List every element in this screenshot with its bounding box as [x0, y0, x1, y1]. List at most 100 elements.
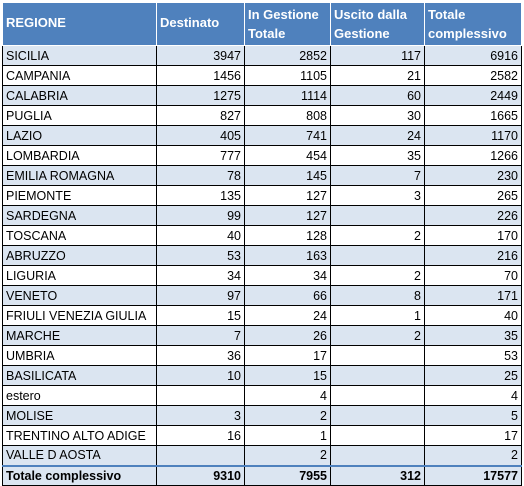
cell-in-gestione: 454: [244, 145, 331, 166]
cell-uscito: [330, 245, 425, 266]
cell-uscito: [330, 445, 425, 466]
table-row: SARDEGNA 99 127 226: [2, 205, 522, 226]
table-row: MARCHE 7 26 2 35: [2, 325, 522, 346]
table-row: PIEMONTE 135 127 3 265: [2, 185, 522, 206]
cell-totale: 25: [424, 365, 522, 386]
cell-totale: 2449: [424, 85, 522, 106]
cell-regione: VENETO: [2, 285, 157, 306]
cell-regione: CALABRIA: [2, 85, 157, 106]
cell-in-gestione: 66: [244, 285, 331, 306]
cell-totale: 4: [424, 385, 522, 406]
cell-in-gestione: 26: [244, 325, 331, 346]
cell-in-gestione: 1: [244, 425, 331, 446]
cell-in-gestione: 741: [244, 125, 331, 146]
cell-in-gestione: 128: [244, 225, 331, 246]
cell-destinato: [156, 445, 245, 466]
cell-uscito: [330, 365, 425, 386]
cell-in-gestione: 808: [244, 105, 331, 126]
cell-uscito: [330, 425, 425, 446]
cell-regione: PUGLIA: [2, 105, 157, 126]
cell-totale: 70: [424, 265, 522, 286]
table-row: LOMBARDIA 777 454 35 1266: [2, 145, 522, 166]
table-row: VENETO 97 66 8 171: [2, 285, 522, 306]
cell-in-gestione: 127: [244, 205, 331, 226]
cell-destinato: 1275: [156, 85, 245, 106]
cell-uscito: 7: [330, 165, 425, 186]
cell-uscito: 117: [330, 45, 425, 66]
cell-totale: 53: [424, 345, 522, 366]
cell-totale: 5: [424, 405, 522, 426]
table-row: MOLISE 3 2 5: [2, 405, 522, 426]
cell-regione: PIEMONTE: [2, 185, 157, 206]
table-row: estero 4 4: [2, 385, 522, 406]
cell-uscito: 3: [330, 185, 425, 206]
cell-destinato: 135: [156, 185, 245, 206]
cell-totale: 35: [424, 325, 522, 346]
cell-destinato: 15: [156, 305, 245, 326]
table-row: TRENTINO ALTO ADIGE 16 1 17: [2, 425, 522, 446]
table-row: EMILIA ROMAGNA 78 145 7 230: [2, 165, 522, 186]
cell-totale: 2: [424, 445, 522, 466]
cell-regione: LIGURIA: [2, 265, 157, 286]
cell-regione: LAZIO: [2, 125, 157, 146]
cell-destinato: 3947: [156, 45, 245, 66]
header-totale-complessivo: Totale complessivo: [424, 2, 522, 46]
cell-regione: CAMPANIA: [2, 65, 157, 86]
cell-totale: 170: [424, 225, 522, 246]
cell-totale: 1266: [424, 145, 522, 166]
cell-regione: LOMBARDIA: [2, 145, 157, 166]
cell-uscito: 21: [330, 65, 425, 86]
table-row: ABRUZZO 53 163 216: [2, 245, 522, 266]
cell-regione: estero: [2, 385, 157, 406]
table-row: PUGLIA 827 808 30 1665: [2, 105, 522, 126]
cell-in-gestione: 17: [244, 345, 331, 366]
cell-in-gestione: 163: [244, 245, 331, 266]
cell-destinato: 97: [156, 285, 245, 306]
cell-destinato: 1456: [156, 65, 245, 86]
cell-in-gestione: 34: [244, 265, 331, 286]
cell-in-gestione: 1105: [244, 65, 331, 86]
cell-totale: 226: [424, 205, 522, 226]
cell-regione: MARCHE: [2, 325, 157, 346]
cell-destinato: 36: [156, 345, 245, 366]
total-cell-in-gestione: 7955: [244, 464, 331, 486]
cell-uscito: 2: [330, 265, 425, 286]
cell-destinato: 3: [156, 405, 245, 426]
table-row: FRIULI VENEZIA GIULIA 15 24 1 40: [2, 305, 522, 326]
cell-uscito: [330, 345, 425, 366]
table-row: UMBRIA 36 17 53: [2, 345, 522, 366]
cell-regione: TOSCANA: [2, 225, 157, 246]
cell-in-gestione: 2852: [244, 45, 331, 66]
cell-regione: TRENTINO ALTO ADIGE: [2, 425, 157, 446]
cell-uscito: 2: [330, 325, 425, 346]
table-body: SICILIA 3947 2852 117 6916 CAMPANIA 1456 1105 21…: [2, 45, 522, 486]
cell-totale: 265: [424, 185, 522, 206]
cell-destinato: 99: [156, 205, 245, 226]
total-cell-destinato: 9310: [156, 464, 245, 486]
cell-regione: VALLE D AOSTA: [2, 445, 157, 466]
cell-destinato: 405: [156, 125, 245, 146]
total-cell-uscito: 312: [330, 464, 425, 486]
cell-totale: 2582: [424, 65, 522, 86]
table-row: TOSCANA 40 128 2 170: [2, 225, 522, 246]
header-in-gestione-totale: In Gestione Totale: [244, 2, 331, 46]
cell-destinato: 78: [156, 165, 245, 186]
cell-uscito: [330, 405, 425, 426]
cell-uscito: 2: [330, 225, 425, 246]
total-cell-regione: Totale complessivo: [2, 464, 157, 486]
table-row: CALABRIA 1275 1114 60 2449: [2, 85, 522, 106]
cell-totale: 17: [424, 425, 522, 446]
cell-in-gestione: 2: [244, 405, 331, 426]
table-row: SICILIA 3947 2852 117 6916: [2, 45, 522, 66]
cell-regione: SICILIA: [2, 45, 157, 66]
cell-totale: 1665: [424, 105, 522, 126]
cell-uscito: 30: [330, 105, 425, 126]
table-row: LIGURIA 34 34 2 70: [2, 265, 522, 286]
cell-regione: BASILICATA: [2, 365, 157, 386]
cell-in-gestione: 24: [244, 305, 331, 326]
cell-in-gestione: 127: [244, 185, 331, 206]
header-uscito-dalla-gestione: Uscito dalla Gestione: [330, 2, 425, 46]
cell-regione: MOLISE: [2, 405, 157, 426]
